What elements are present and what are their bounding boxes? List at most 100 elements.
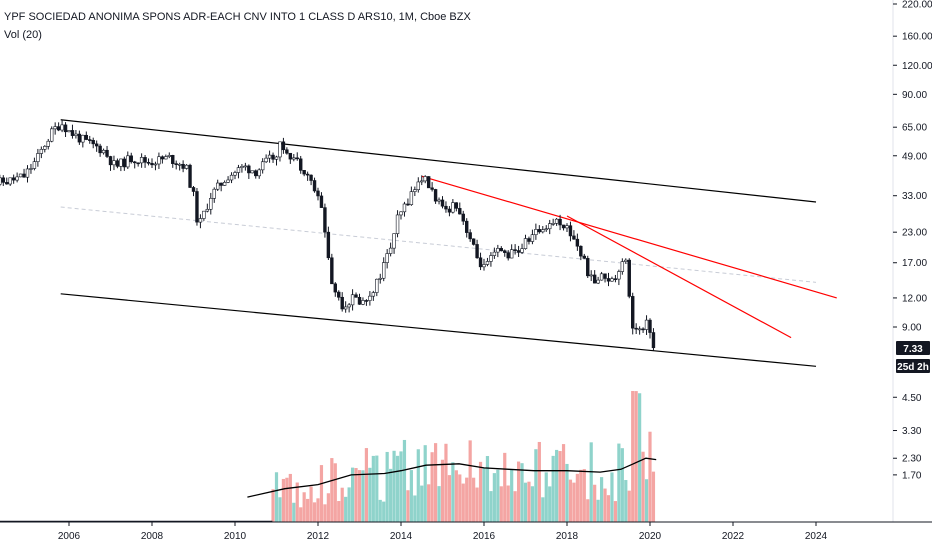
volume-indicator-label[interactable]: Vol (20) [4,29,42,41]
volume-bar [644,479,649,522]
volume-bar [617,443,621,522]
volume-bar [306,498,310,522]
volume-bar [534,449,538,522]
candle-body [409,191,414,205]
volume-bar [523,482,528,522]
volume-bar [395,455,400,522]
price-tick-label: 120.00 [902,61,932,72]
candle-body [312,180,317,192]
candle-body [222,182,227,186]
candle-body [603,273,607,279]
candle-body [516,250,521,253]
volume-tick-label: 1.70 [902,470,922,481]
chart-title[interactable]: YPF SOCIEDAD ANONIMA SPONS ADR-EACH CNV … [4,11,471,23]
candle-body [364,300,369,302]
volume-bar [344,496,348,522]
candle-body [551,223,555,225]
candle-body [212,188,216,199]
candle-body [229,174,234,181]
volume-bar [299,507,303,522]
candle-body [371,292,376,297]
candle-body [53,126,57,130]
trend-line-1[interactable] [421,175,837,299]
countdown-badge-bg [896,359,930,373]
candle-body [527,238,531,242]
volume-bar [565,463,569,522]
volume-bar [589,442,593,522]
volume-bar [323,504,327,522]
price-axis[interactable]: 220.00 160.00 120.00 90.00 65.00 49.00 33.00 23… [893,0,932,334]
last-price-badge-bg [896,341,930,355]
volume-bar [544,472,548,522]
volume-bar [568,479,573,522]
volume-bar [364,448,369,522]
time-tick-label: 2010 [224,531,247,542]
candle-body [139,157,144,164]
candle-body [395,214,400,234]
last-price-value: 7.33 [903,344,923,355]
volume-bar [458,474,462,522]
drawings-layer[interactable] [60,119,837,367]
candle-body [478,257,483,268]
volume-bar [382,501,386,522]
candle-body [323,207,327,233]
volume-bar [427,484,431,522]
volume-bar [271,489,275,522]
candle-body [523,238,528,249]
volume-bar [316,498,320,522]
candle-body [122,158,127,168]
candle-body [288,152,293,160]
volume-bar [402,439,407,522]
volume-bar [648,431,652,522]
candle-body [136,162,140,165]
volume-bar [499,486,503,522]
candle-body [437,199,441,202]
price-tick-label: 33.00 [902,191,927,202]
time-axis[interactable]: 2006 2008 2010 2012 2014 2016 2018 2020 2022 2024 [58,522,828,542]
candle-body [634,327,638,330]
volume-bar [292,502,296,522]
candle-body [617,271,621,280]
candle-body [153,163,158,166]
candle-body [195,191,199,223]
candle-body [236,167,241,173]
trend-line-2[interactable] [566,215,792,339]
candle-body [88,139,92,141]
channel-upper-line[interactable] [60,119,817,203]
volume-bar [399,451,403,522]
candle-body [572,235,576,240]
candle-body [274,156,279,160]
candle-body [337,291,341,298]
candle-body [25,168,30,178]
volume-bar [506,485,510,522]
candle-body [548,223,552,230]
channel-midline[interactable] [60,206,817,283]
volume-bar [482,467,486,522]
candle-body [205,208,210,212]
candle-body [240,166,244,168]
volume-axis[interactable]: 4.50 3.30 2.30 1.70 [893,393,922,482]
volume-bar [638,393,642,522]
volume-bar [620,448,624,522]
candle-body [174,163,178,165]
volume-bar [510,469,514,522]
price-badge: 7.33 25d 2h [896,341,930,373]
volume-bar [465,477,469,522]
candle-body [119,158,123,167]
channel-lower-line[interactable] [60,293,817,367]
volume-bar [451,462,455,522]
candle-body [271,154,275,160]
candle-body [202,210,206,219]
candle-body [330,257,334,285]
candle-body [592,274,597,284]
volume-bar [409,470,413,522]
volume-bar [440,459,445,522]
volume-tick-label: 2.30 [902,454,922,465]
candle-body [319,195,324,208]
volume-bar [447,475,452,522]
volume-bar [651,471,656,522]
candle-body [375,278,379,293]
candle-body [433,189,438,202]
